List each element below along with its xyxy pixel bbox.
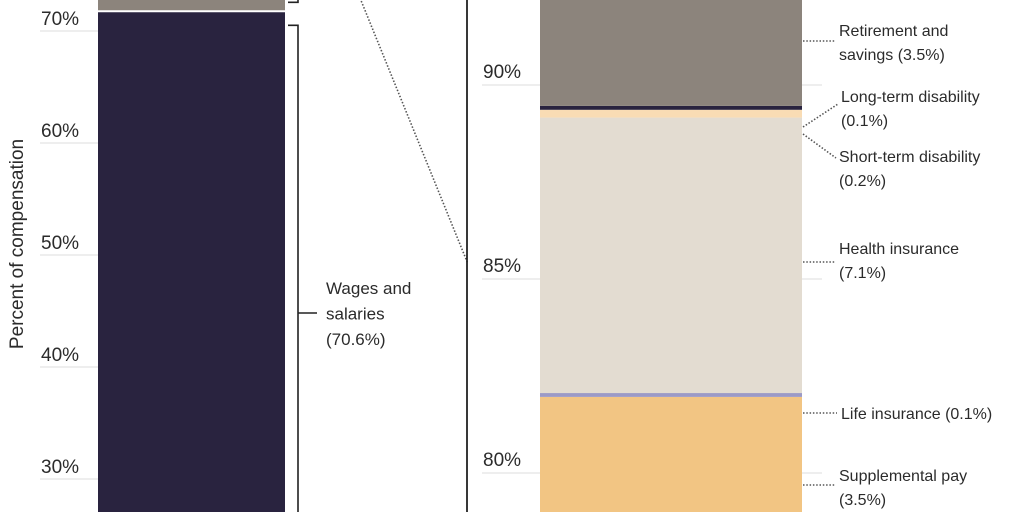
bar-segment-benefits [98, 0, 285, 12]
bar-segment-supplemental-pay [540, 396, 802, 512]
y-tick-label: 90% [483, 62, 521, 83]
bar-segment-health-insurance [540, 117, 802, 394]
label-retirement-and-savings: Retirement and [839, 23, 948, 40]
leader-short-term-disability [802, 133, 837, 159]
label-life-insurance: Life insurance (0.1%) [841, 406, 992, 423]
label-short-term-disability: (0.2%) [839, 173, 886, 190]
bar-segment-long-term-disability [540, 105, 802, 110]
label-long-term-disability: (0.1%) [841, 113, 888, 130]
bar-segment-life-insurance [540, 393, 802, 397]
y-tick-label: 30% [41, 457, 79, 478]
label-short-term-disability: Short-term disability [839, 149, 980, 166]
left-panel: 30% 40% 50% 60% 70% Wages and salaries (70.6%) P… [7, 0, 411, 512]
wages-and-salaries-label: (70.6%) [326, 330, 386, 349]
label-supplemental-pay: Supplemental pay [839, 468, 967, 485]
zoom-connectors [359, 0, 469, 512]
label-long-term-disability: Long-term disability [841, 89, 980, 106]
label-health-insurance: Health insurance [839, 241, 959, 258]
wages-and-salaries-label: salaries [326, 305, 385, 324]
zoom-connector-line [359, 0, 469, 265]
wages-and-salaries-label: Wages and [326, 279, 411, 298]
wages-bracket [288, 24, 299, 512]
benefits-bracket [288, 0, 299, 4]
y-tick-label: 80% [483, 450, 521, 471]
y-tick-label: 60% [41, 121, 79, 142]
right-panel: 80% 85% 90% Supplemental pay (3.5%) Life insu… [482, 0, 992, 512]
label-retirement-and-savings: savings (3.5%) [839, 47, 945, 64]
label-supplemental-pay: (3.5%) [839, 492, 886, 509]
bar-segment-retirement-and-savings [540, 0, 802, 106]
y-tick-label: 50% [41, 233, 79, 254]
bar-segment-short-term-disability [540, 109, 802, 118]
y-axis-title: Percent of compensation [7, 139, 28, 349]
y-tick-label: 70% [41, 9, 79, 30]
bar-segment-wages-and-salaries [98, 11, 285, 512]
leader-long-term-disability [802, 103, 839, 128]
y-tick-label: 40% [41, 345, 79, 366]
y-tick-label: 85% [483, 256, 521, 277]
label-health-insurance: (7.1%) [839, 265, 886, 282]
